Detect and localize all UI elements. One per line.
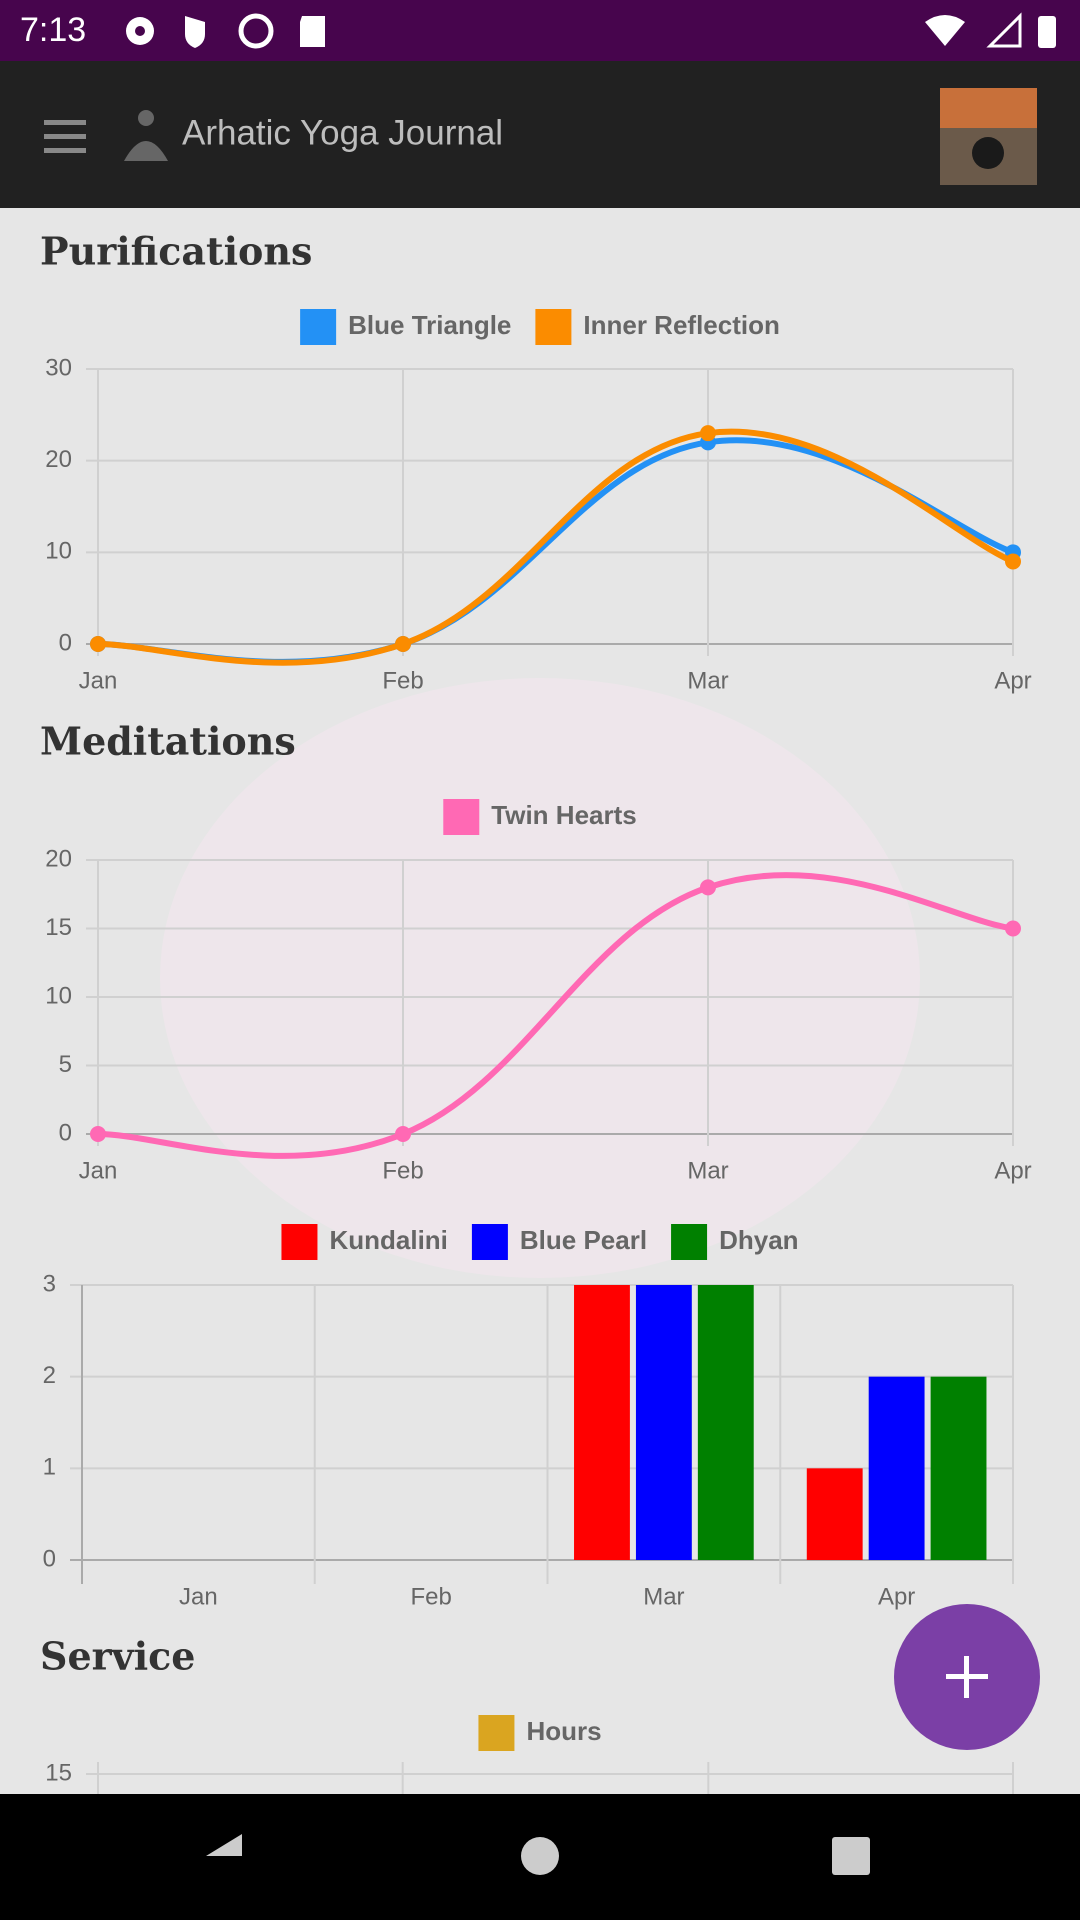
x-tick-label: Feb [382, 667, 423, 694]
data-point [90, 636, 106, 652]
signal-icon [986, 12, 1022, 48]
data-point [700, 425, 716, 442]
legend-label: Blue Pearl [520, 1225, 647, 1255]
x-tick-label: Mar [643, 1583, 684, 1610]
line-series [97, 872, 1014, 1159]
avatar-figure [972, 137, 1004, 169]
back-button[interactable] [206, 1834, 242, 1878]
bar [635, 1285, 692, 1560]
home-button[interactable] [521, 1837, 559, 1875]
app-logo [124, 110, 168, 161]
bar [868, 1376, 925, 1560]
legend-swatch [535, 309, 572, 345]
bar [574, 1285, 630, 1560]
legend-swatch [443, 799, 480, 835]
legend: Kundalini Blue Pearl Dhyan [281, 1224, 799, 1260]
y-tick-label: 15 [45, 1759, 72, 1786]
legend-label: Blue Triangle [348, 310, 511, 340]
legend-swatch [281, 1224, 318, 1260]
chart: Kundalini Blue Pearl Dhyan 0 1 2 3 Jan Feb Mar Apr [43, 1224, 1014, 1610]
chart-title: Service [40, 1634, 195, 1679]
line-series [97, 428, 1015, 666]
sd-icon [300, 16, 325, 47]
menu-button[interactable] [44, 120, 86, 153]
legend: Blue Triangle Inner Reflection [300, 309, 780, 345]
x-tick-label: Apr [994, 1157, 1031, 1184]
battery-icon [1038, 16, 1056, 48]
chart-title: Meditations [40, 719, 296, 764]
legend-label: Twin Hearts [491, 800, 636, 830]
legend-label: Kundalini [329, 1225, 447, 1255]
x-tick-label: Apr [878, 1583, 915, 1610]
content: Purifications Blue Triangle Inner Reflecti… [0, 208, 1080, 1794]
add-button[interactable] [894, 1602, 1044, 1752]
y-tick-label: 20 [45, 845, 72, 872]
y-tick-label: 0 [43, 1545, 56, 1572]
line-series [97, 437, 1015, 665]
legend-label: Hours [526, 1716, 601, 1746]
data-point [1005, 920, 1021, 937]
y-tick-label: 5 [59, 1051, 72, 1078]
legend-label: Dhyan [719, 1225, 798, 1255]
chart: Meditations Twin Hearts 0 5 10 15 20 Jan Feb Mar A… [40, 719, 1032, 1185]
y-tick-label: 20 [45, 446, 72, 473]
legend-swatch [671, 1224, 708, 1260]
x-tick-label: Mar [687, 1157, 728, 1184]
bar [930, 1376, 987, 1560]
sync-icon [238, 13, 274, 49]
legend-swatch [478, 1715, 515, 1751]
avatar-glow [940, 88, 1037, 128]
shield-icon [185, 16, 205, 48]
x-tick-label: Mar [687, 667, 728, 694]
data-point [395, 1126, 411, 1142]
legend-label: Inner Reflection [583, 310, 779, 340]
data-point [90, 1126, 106, 1142]
nav-bar [0, 1794, 1080, 1920]
y-tick-label: 0 [59, 629, 72, 656]
status-icons: 7:13 [20, 11, 1056, 49]
clock: 7:13 [20, 11, 86, 49]
x-tick-label: Jan [179, 1583, 218, 1610]
chart: Service Hours 15 [40, 1634, 1014, 1794]
y-tick-label: 2 [43, 1362, 56, 1389]
bar [806, 1468, 863, 1560]
y-tick-label: 30 [45, 354, 72, 381]
wifi-icon [925, 15, 965, 46]
recents-button[interactable] [832, 1837, 870, 1875]
settings-icon-hole [135, 26, 145, 36]
data-point [1005, 553, 1021, 570]
app-title: Arhatic Yoga Journal [182, 113, 503, 152]
legend: Twin Hearts [443, 799, 637, 835]
x-tick-label: Jan [79, 1157, 118, 1184]
nav-buttons [206, 1834, 870, 1878]
app-bar-content: Arhatic Yoga Journal [44, 88, 1037, 185]
bar [697, 1285, 754, 1560]
data-point [700, 879, 716, 896]
legend: Hours [478, 1715, 602, 1751]
y-tick-label: 10 [45, 982, 72, 1009]
legend-swatch [471, 1224, 508, 1260]
lotus-background [160, 678, 920, 1278]
x-tick-label: Feb [382, 1157, 423, 1184]
x-tick-label: Feb [410, 1583, 451, 1610]
x-tick-label: Apr [994, 667, 1031, 694]
y-tick-label: 15 [45, 914, 72, 941]
fab-plus [964, 1656, 969, 1698]
charts: Purifications Blue Triangle Inner Reflecti… [40, 229, 1032, 1794]
chart-title: Purifications [40, 229, 312, 274]
y-tick-label: 1 [43, 1454, 56, 1481]
data-point [395, 636, 411, 652]
y-tick-label: 3 [43, 1270, 56, 1297]
y-tick-label: 0 [59, 1119, 72, 1146]
status-bar: 7:13 [0, 0, 1080, 61]
app-bar: Arhatic Yoga Journal [0, 61, 1080, 208]
y-tick-label: 10 [45, 538, 72, 565]
x-tick-label: Jan [79, 667, 118, 694]
legend-swatch [300, 309, 337, 345]
chart: Purifications Blue Triangle Inner Reflecti… [40, 229, 1032, 695]
